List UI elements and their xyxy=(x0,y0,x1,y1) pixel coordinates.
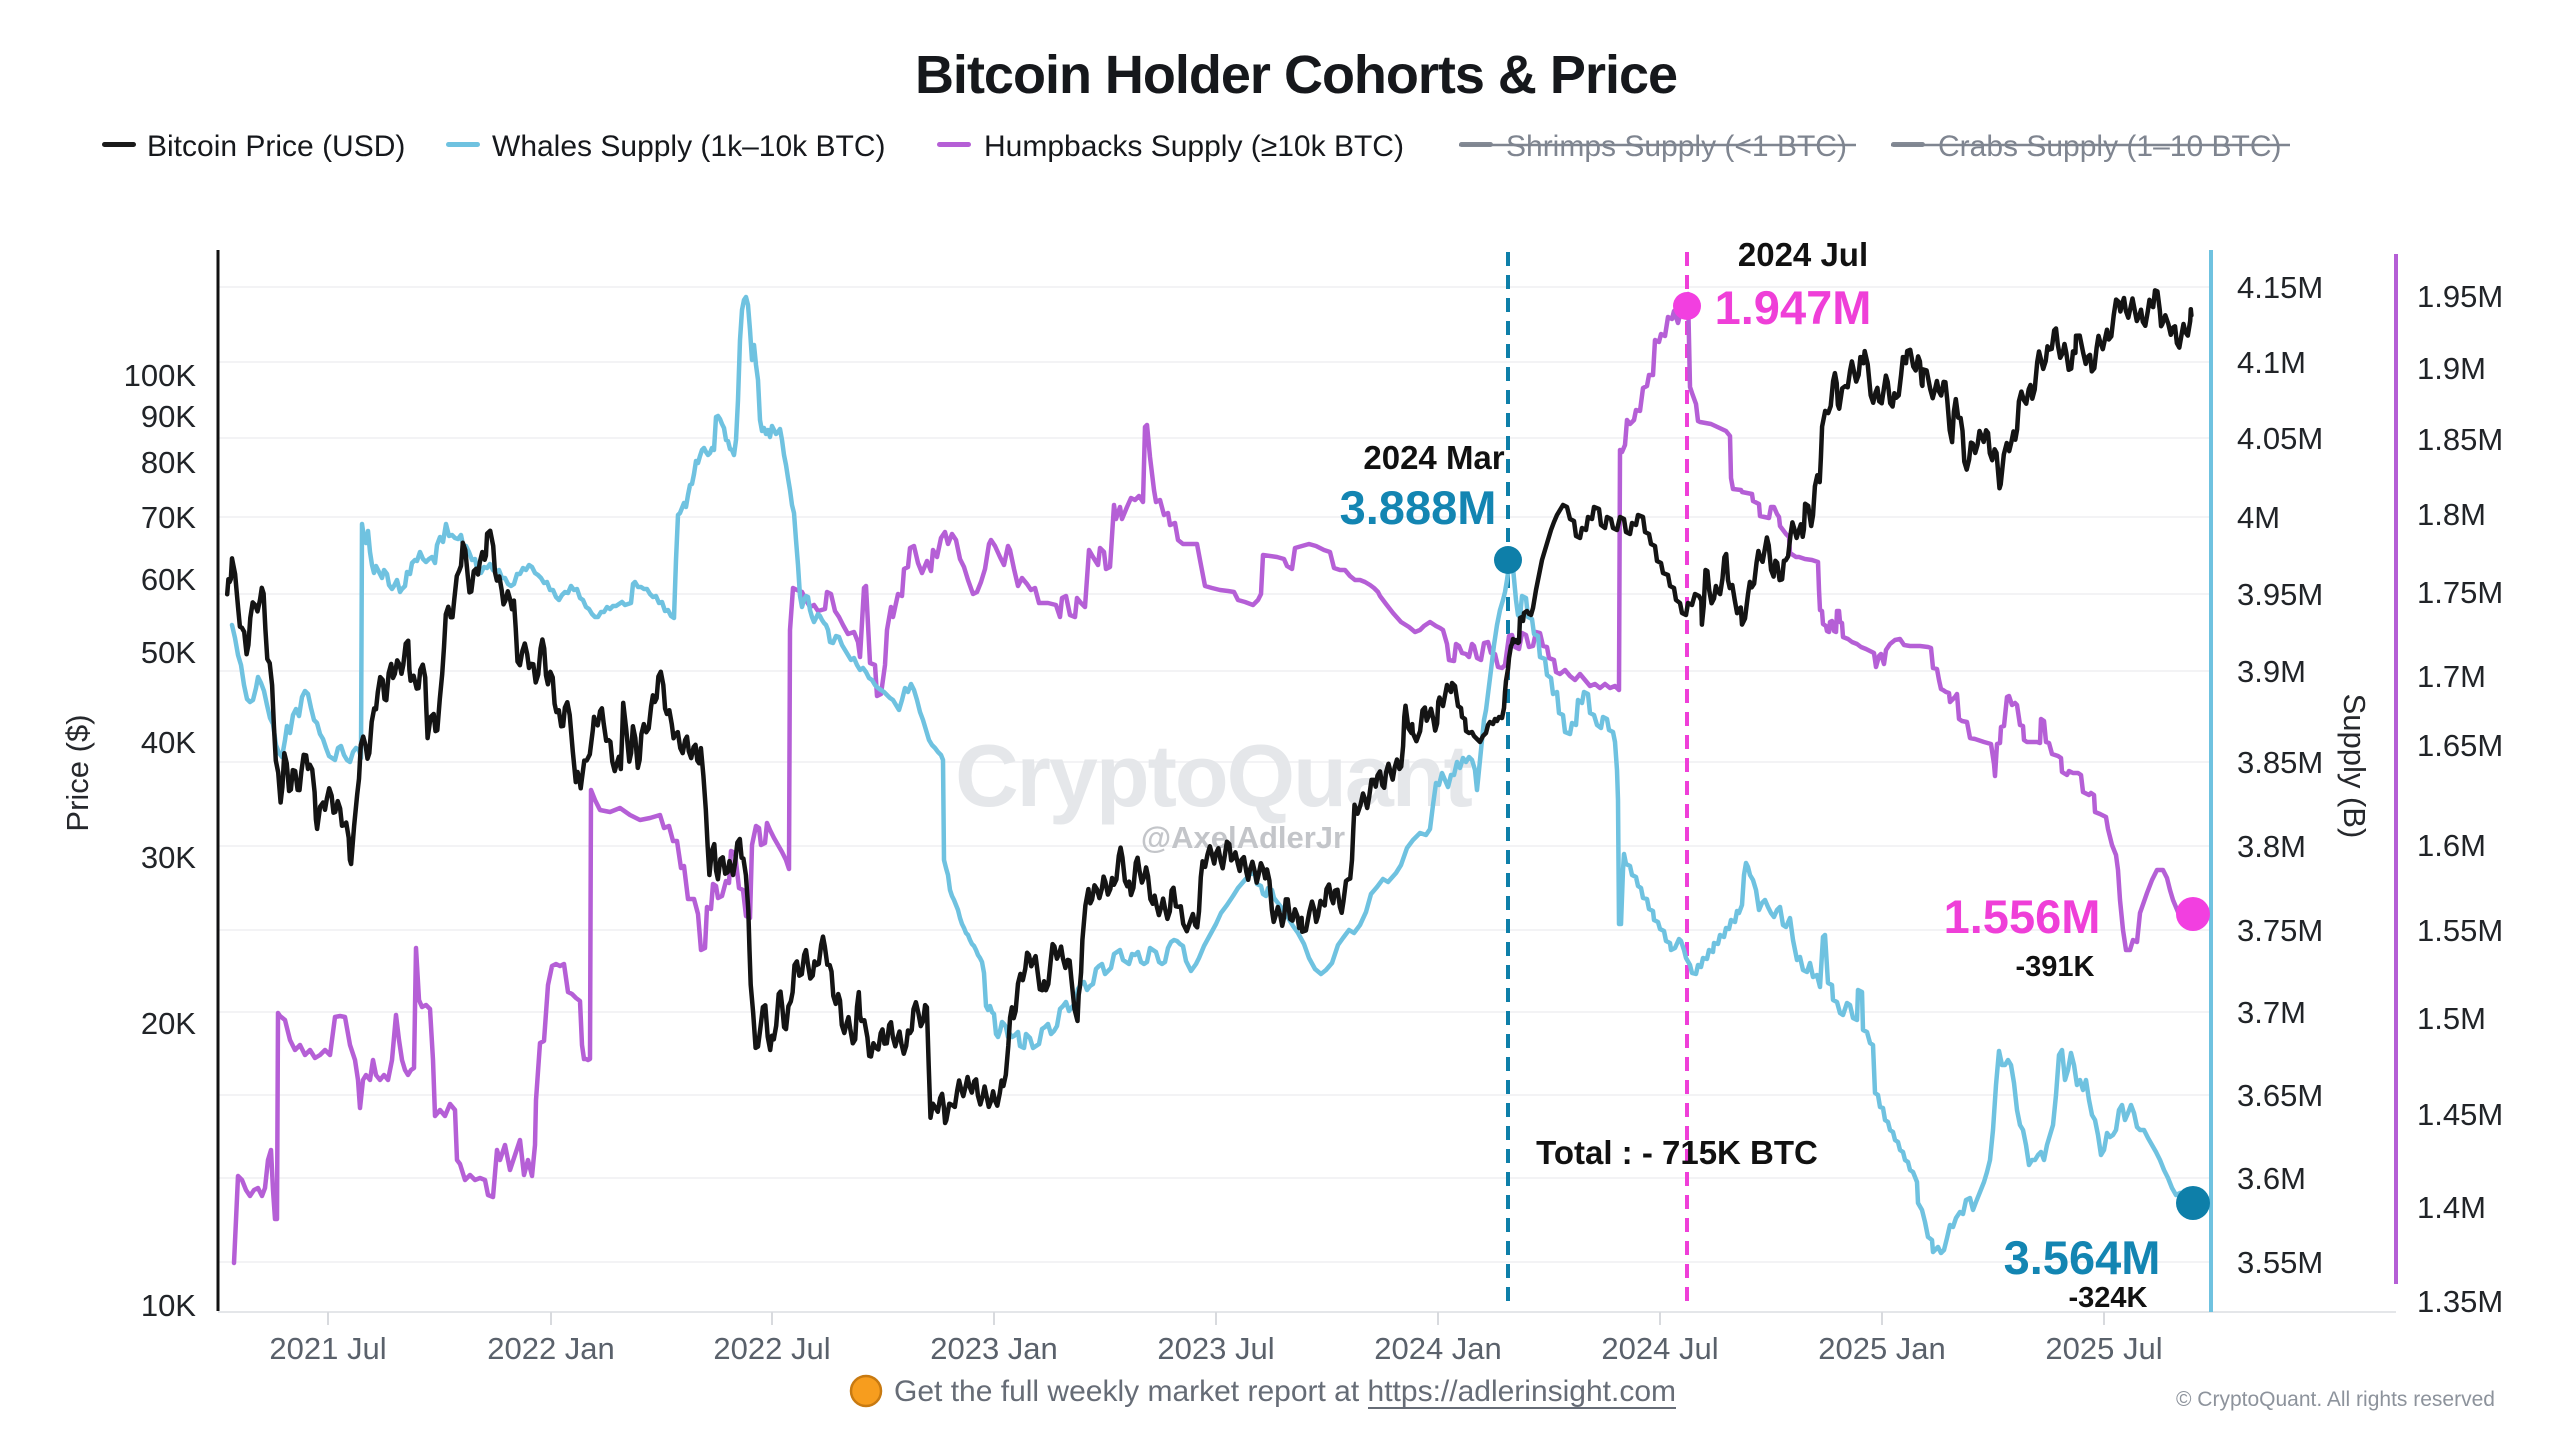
svg-text:Whales Supply (1k–10k BTC): Whales Supply (1k–10k BTC) xyxy=(492,130,886,163)
svg-text:1.6M: 1.6M xyxy=(2417,828,2486,863)
svg-text:100K: 100K xyxy=(124,358,197,393)
svg-text:Bitcoin Holder Cohorts & Price: Bitcoin Holder Cohorts & Price xyxy=(915,45,1677,105)
svg-text:2021 Jul: 2021 Jul xyxy=(269,1331,386,1366)
svg-text:1.45M: 1.45M xyxy=(2417,1097,2503,1132)
svg-text:3.95M: 3.95M xyxy=(2237,577,2323,612)
svg-text:Humpbacks Supply (≥10k BTC): Humpbacks Supply (≥10k BTC) xyxy=(984,130,1404,163)
svg-text:3.85M: 3.85M xyxy=(2237,745,2323,780)
svg-text:-391K: -391K xyxy=(2016,951,2095,983)
svg-text:Get the full weekly market rep: Get the full weekly market report at htt… xyxy=(894,1375,1676,1408)
svg-text:10K: 10K xyxy=(141,1288,196,1323)
svg-text:2022 Jan: 2022 Jan xyxy=(487,1331,615,1366)
svg-text:90K: 90K xyxy=(141,399,196,434)
svg-text:2024 Jul: 2024 Jul xyxy=(1601,1331,1718,1366)
svg-text:3.55M: 3.55M xyxy=(2237,1245,2323,1280)
svg-text:Supply (B): Supply (B) xyxy=(2337,694,2372,839)
svg-text:1.9M: 1.9M xyxy=(2417,351,2486,386)
svg-text:1.7M: 1.7M xyxy=(2417,659,2486,694)
svg-text:2025 Jul: 2025 Jul xyxy=(2045,1331,2162,1366)
svg-text:4.1M: 4.1M xyxy=(2237,345,2306,380)
svg-text:1.35M: 1.35M xyxy=(2417,1284,2503,1319)
svg-text:4M: 4M xyxy=(2237,500,2280,535)
svg-text:1.556M: 1.556M xyxy=(1944,890,2101,943)
svg-text:1.5M: 1.5M xyxy=(2417,1001,2486,1036)
svg-text:CryptoQuant: CryptoQuant xyxy=(955,726,1472,825)
svg-text:2022 Jul: 2022 Jul xyxy=(713,1331,830,1366)
svg-text:4.05M: 4.05M xyxy=(2237,421,2323,456)
svg-text:30K: 30K xyxy=(141,840,196,875)
svg-text:40K: 40K xyxy=(141,725,196,760)
svg-text:70K: 70K xyxy=(141,500,196,535)
svg-text:3.7M: 3.7M xyxy=(2237,995,2306,1030)
svg-text:1.85M: 1.85M xyxy=(2417,422,2503,457)
svg-text:1.75M: 1.75M xyxy=(2417,575,2503,610)
svg-text:3.65M: 3.65M xyxy=(2237,1078,2323,1113)
svg-text:@AxelAdlerJr: @AxelAdlerJr xyxy=(1141,820,1345,855)
svg-text:1.8M: 1.8M xyxy=(2417,497,2486,532)
svg-text:4.15M: 4.15M xyxy=(2237,270,2323,305)
svg-text:3.564M: 3.564M xyxy=(2004,1231,2161,1284)
svg-text:2025 Jan: 2025 Jan xyxy=(1818,1331,1946,1366)
svg-text:2024 Mar: 2024 Mar xyxy=(1363,439,1504,476)
svg-text:Shrimps Supply (<1 BTC): Shrimps Supply (<1 BTC) xyxy=(1506,130,1847,163)
svg-text:1.947M: 1.947M xyxy=(1715,281,1872,334)
svg-text:60K: 60K xyxy=(141,562,196,597)
svg-text:50K: 50K xyxy=(141,635,196,670)
svg-text:2024 Jan: 2024 Jan xyxy=(1374,1331,1502,1366)
svg-text:3.6M: 3.6M xyxy=(2237,1161,2306,1196)
svg-text:-324K: -324K xyxy=(2069,1282,2148,1314)
svg-text:© CryptoQuant. All rights rese: © CryptoQuant. All rights reserved xyxy=(2176,1388,2495,1411)
svg-text:1.65M: 1.65M xyxy=(2417,728,2503,763)
svg-text:Bitcoin Price (USD): Bitcoin Price (USD) xyxy=(147,130,405,163)
svg-text:Price ($): Price ($) xyxy=(60,714,95,831)
svg-text:3.75M: 3.75M xyxy=(2237,913,2323,948)
svg-text:2023 Jul: 2023 Jul xyxy=(1157,1331,1274,1366)
svg-text:2024 Jul: 2024 Jul xyxy=(1738,236,1868,273)
svg-text:3.8M: 3.8M xyxy=(2237,829,2306,864)
svg-text:3.888M: 3.888M xyxy=(1340,481,1497,534)
svg-text:3.9M: 3.9M xyxy=(2237,654,2306,689)
svg-text:20K: 20K xyxy=(141,1006,196,1041)
svg-text:1.4M: 1.4M xyxy=(2417,1190,2486,1225)
svg-text:80K: 80K xyxy=(141,445,196,480)
svg-text:1.55M: 1.55M xyxy=(2417,913,2503,948)
svg-text:Total : - 715K BTC: Total : - 715K BTC xyxy=(1536,1134,1818,1171)
svg-text:1.95M: 1.95M xyxy=(2417,279,2503,314)
svg-text:2023 Jan: 2023 Jan xyxy=(930,1331,1058,1366)
svg-text:Crabs Supply (1–10 BTC): Crabs Supply (1–10 BTC) xyxy=(1938,130,2281,163)
